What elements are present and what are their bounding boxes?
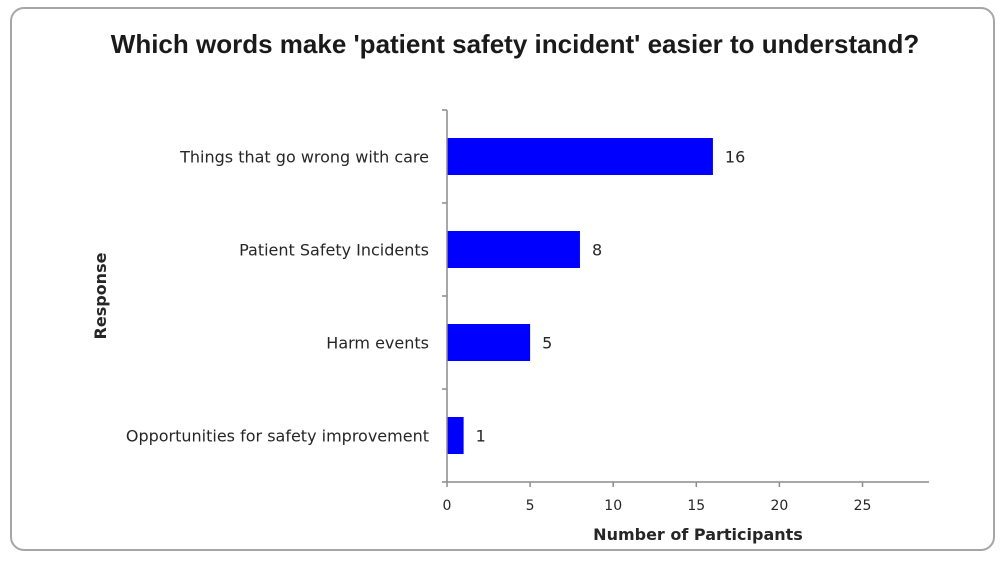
data-label: 16 [725,148,745,167]
bar [447,324,531,361]
x-axis-title: Number of Participants [593,525,803,544]
x-tick-label: 5 [526,498,535,514]
bar [447,138,713,175]
x-tick-label: 20 [770,498,788,514]
category-label: Opportunities for safety improvement [126,427,429,446]
category-label: Patient Safety Incidents [239,241,429,260]
axes-layer [442,109,929,487]
bar [447,417,464,454]
data-label: 1 [476,427,486,446]
labels-layer: 16 Things that go wrong with care 8 Patient… [126,148,872,515]
chart-title: Which words make 'patient safety inciden… [110,29,920,59]
x-tick-label: 10 [604,498,622,514]
category-label: Things that go wrong with care [179,148,429,167]
x-tick-label: 15 [687,498,705,514]
x-tick-label: 0 [443,498,452,514]
category-label: Harm events [326,334,429,353]
bar [447,231,580,268]
y-axis-title: Response [91,252,110,339]
bars-layer [447,138,713,454]
x-tick-label: 25 [854,498,872,514]
chart-frame [10,7,995,551]
data-label: 5 [542,334,552,353]
data-label: 8 [592,241,602,260]
